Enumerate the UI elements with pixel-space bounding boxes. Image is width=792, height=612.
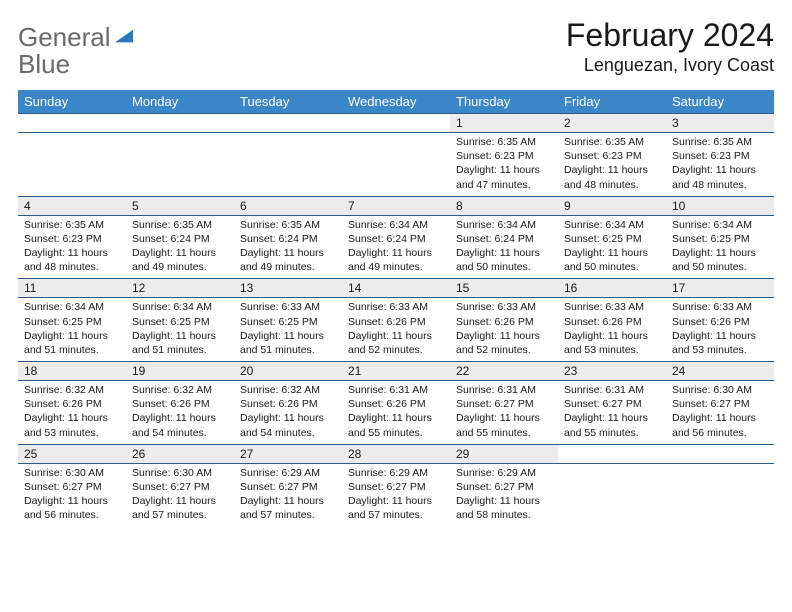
day-number-cell: 8	[450, 196, 558, 215]
day-number-cell: 6	[234, 196, 342, 215]
day-detail-cell	[126, 133, 234, 197]
day-number-cell: 19	[126, 362, 234, 381]
day-number-cell: 27	[234, 444, 342, 463]
header: General Blue February 2024 Lenguezan, Iv…	[18, 18, 774, 78]
day-number-cell	[342, 114, 450, 133]
day-detail-cell: Sunrise: 6:35 AMSunset: 6:24 PMDaylight:…	[234, 215, 342, 279]
weekday-header: Tuesday	[234, 90, 342, 114]
day-detail-cell: Sunrise: 6:35 AMSunset: 6:23 PMDaylight:…	[450, 133, 558, 197]
day-number-cell: 17	[666, 279, 774, 298]
logo-word1: General	[18, 22, 111, 52]
day-number-cell	[126, 114, 234, 133]
page-title: February 2024	[566, 18, 774, 53]
day-number-cell: 26	[126, 444, 234, 463]
day-detail-cell: Sunrise: 6:30 AMSunset: 6:27 PMDaylight:…	[18, 463, 126, 526]
day-number-cell: 10	[666, 196, 774, 215]
day-number-cell	[558, 444, 666, 463]
day-number-cell: 7	[342, 196, 450, 215]
weekday-header: Monday	[126, 90, 234, 114]
day-detail-cell: Sunrise: 6:35 AMSunset: 6:23 PMDaylight:…	[558, 133, 666, 197]
day-detail-cell: Sunrise: 6:33 AMSunset: 6:25 PMDaylight:…	[234, 298, 342, 362]
day-number-cell: 24	[666, 362, 774, 381]
day-number-cell: 29	[450, 444, 558, 463]
weekday-header: Saturday	[666, 90, 774, 114]
weekday-header: Sunday	[18, 90, 126, 114]
location: Lenguezan, Ivory Coast	[566, 55, 774, 76]
day-detail-cell: Sunrise: 6:29 AMSunset: 6:27 PMDaylight:…	[342, 463, 450, 526]
day-number-cell: 12	[126, 279, 234, 298]
day-detail-cell: Sunrise: 6:30 AMSunset: 6:27 PMDaylight:…	[666, 381, 774, 445]
day-number-cell: 1	[450, 114, 558, 133]
day-detail-cell: Sunrise: 6:29 AMSunset: 6:27 PMDaylight:…	[450, 463, 558, 526]
weekday-header-row: SundayMondayTuesdayWednesdayThursdayFrid…	[18, 90, 774, 114]
day-number-cell: 18	[18, 362, 126, 381]
day-number-cell: 15	[450, 279, 558, 298]
day-detail-cell: Sunrise: 6:35 AMSunset: 6:23 PMDaylight:…	[18, 215, 126, 279]
day-number-cell: 23	[558, 362, 666, 381]
detail-row: Sunrise: 6:30 AMSunset: 6:27 PMDaylight:…	[18, 463, 774, 526]
logo: General Blue	[18, 18, 133, 78]
daynum-row: 123	[18, 114, 774, 133]
day-number-cell: 21	[342, 362, 450, 381]
day-detail-cell: Sunrise: 6:32 AMSunset: 6:26 PMDaylight:…	[18, 381, 126, 445]
day-detail-cell: Sunrise: 6:33 AMSunset: 6:26 PMDaylight:…	[342, 298, 450, 362]
day-number-cell	[666, 444, 774, 463]
day-number-cell: 11	[18, 279, 126, 298]
detail-row: Sunrise: 6:34 AMSunset: 6:25 PMDaylight:…	[18, 298, 774, 362]
day-detail-cell	[342, 133, 450, 197]
day-number-cell: 5	[126, 196, 234, 215]
weekday-header: Friday	[558, 90, 666, 114]
day-number-cell: 9	[558, 196, 666, 215]
day-number-cell	[18, 114, 126, 133]
calendar-table: SundayMondayTuesdayWednesdayThursdayFrid…	[18, 90, 774, 526]
day-number-cell: 25	[18, 444, 126, 463]
logo-text: General Blue	[18, 24, 133, 78]
detail-row: Sunrise: 6:35 AMSunset: 6:23 PMDaylight:…	[18, 133, 774, 197]
day-detail-cell: Sunrise: 6:31 AMSunset: 6:27 PMDaylight:…	[558, 381, 666, 445]
day-detail-cell	[234, 133, 342, 197]
day-detail-cell: Sunrise: 6:30 AMSunset: 6:27 PMDaylight:…	[126, 463, 234, 526]
day-detail-cell: Sunrise: 6:34 AMSunset: 6:25 PMDaylight:…	[558, 215, 666, 279]
daynum-row: 18192021222324	[18, 362, 774, 381]
day-number-cell: 14	[342, 279, 450, 298]
day-number-cell: 13	[234, 279, 342, 298]
day-detail-cell: Sunrise: 6:34 AMSunset: 6:25 PMDaylight:…	[126, 298, 234, 362]
weekday-header: Wednesday	[342, 90, 450, 114]
detail-row: Sunrise: 6:32 AMSunset: 6:26 PMDaylight:…	[18, 381, 774, 445]
day-number-cell	[234, 114, 342, 133]
day-detail-cell: Sunrise: 6:33 AMSunset: 6:26 PMDaylight:…	[666, 298, 774, 362]
daynum-row: 45678910	[18, 196, 774, 215]
day-detail-cell: Sunrise: 6:32 AMSunset: 6:26 PMDaylight:…	[234, 381, 342, 445]
daynum-row: 2526272829	[18, 444, 774, 463]
title-block: February 2024 Lenguezan, Ivory Coast	[566, 18, 774, 76]
weekday-header: Thursday	[450, 90, 558, 114]
day-detail-cell	[666, 463, 774, 526]
triangle-icon	[115, 28, 133, 46]
day-detail-cell: Sunrise: 6:31 AMSunset: 6:27 PMDaylight:…	[450, 381, 558, 445]
day-number-cell: 4	[18, 196, 126, 215]
day-number-cell: 2	[558, 114, 666, 133]
day-detail-cell: Sunrise: 6:32 AMSunset: 6:26 PMDaylight:…	[126, 381, 234, 445]
day-number-cell: 16	[558, 279, 666, 298]
day-detail-cell: Sunrise: 6:34 AMSunset: 6:25 PMDaylight:…	[18, 298, 126, 362]
day-number-cell: 20	[234, 362, 342, 381]
day-detail-cell	[18, 133, 126, 197]
logo-word2: Blue	[18, 49, 70, 79]
day-detail-cell: Sunrise: 6:29 AMSunset: 6:27 PMDaylight:…	[234, 463, 342, 526]
day-detail-cell	[558, 463, 666, 526]
day-number-cell: 28	[342, 444, 450, 463]
day-detail-cell: Sunrise: 6:34 AMSunset: 6:25 PMDaylight:…	[666, 215, 774, 279]
day-detail-cell: Sunrise: 6:31 AMSunset: 6:26 PMDaylight:…	[342, 381, 450, 445]
day-detail-cell: Sunrise: 6:33 AMSunset: 6:26 PMDaylight:…	[450, 298, 558, 362]
day-number-cell: 3	[666, 114, 774, 133]
day-detail-cell: Sunrise: 6:35 AMSunset: 6:24 PMDaylight:…	[126, 215, 234, 279]
day-detail-cell: Sunrise: 6:35 AMSunset: 6:23 PMDaylight:…	[666, 133, 774, 197]
detail-row: Sunrise: 6:35 AMSunset: 6:23 PMDaylight:…	[18, 215, 774, 279]
day-detail-cell: Sunrise: 6:34 AMSunset: 6:24 PMDaylight:…	[450, 215, 558, 279]
day-detail-cell: Sunrise: 6:33 AMSunset: 6:26 PMDaylight:…	[558, 298, 666, 362]
daynum-row: 11121314151617	[18, 279, 774, 298]
day-number-cell: 22	[450, 362, 558, 381]
day-detail-cell: Sunrise: 6:34 AMSunset: 6:24 PMDaylight:…	[342, 215, 450, 279]
